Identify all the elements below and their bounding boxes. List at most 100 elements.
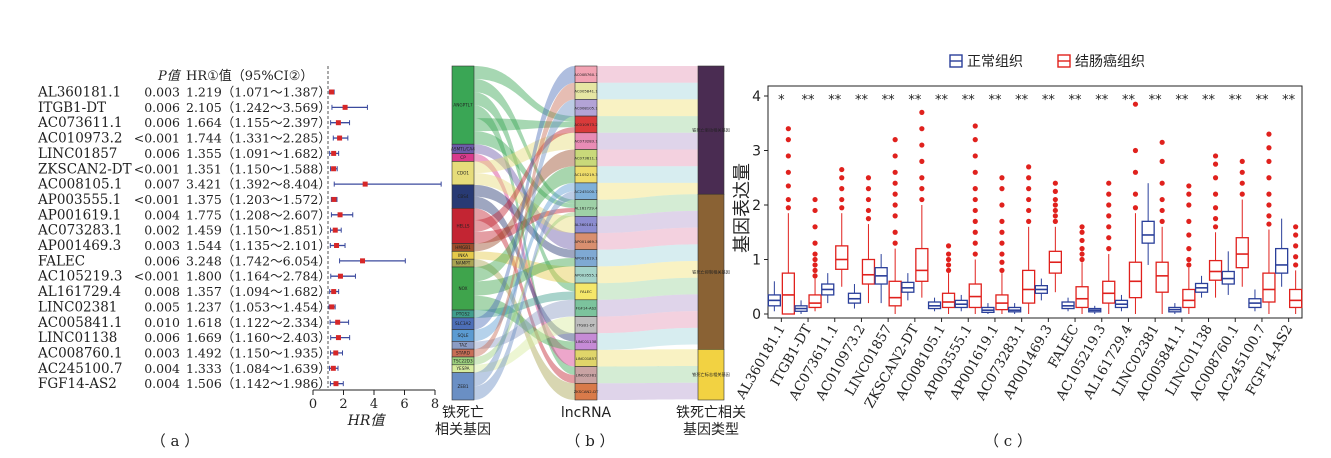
sankey-node-label: LINC01857: [576, 356, 597, 361]
hr-point: [337, 273, 343, 279]
outlier-point: [892, 240, 898, 246]
outlier-point: [919, 196, 925, 203]
sankey-flow-right: [597, 311, 698, 334]
outlier-point: [892, 202, 898, 208]
outlier-point: [812, 262, 818, 268]
outlier-point: [892, 191, 898, 197]
sankey-node-label: NOX: [458, 286, 467, 291]
outlier-point: [972, 196, 978, 203]
outlier-point: [972, 169, 978, 175]
box: [915, 247, 929, 282]
sankey-flow-left: [474, 118, 575, 132]
outlier-point: [1212, 161, 1219, 167]
outlier-point: [1079, 237, 1085, 244]
outlier-point: [1266, 158, 1272, 164]
outlier-point: [865, 175, 872, 181]
sankey-node-label: LINC01138: [576, 339, 597, 344]
outlier-point: [812, 196, 818, 203]
outlier-point: [972, 251, 978, 257]
hr-point: [337, 135, 343, 141]
p-value: 0.002: [144, 223, 180, 238]
outlier-point: [1266, 131, 1272, 137]
hr-value: 3.421（1.392～8.404）: [186, 177, 331, 192]
outlier-point: [972, 207, 978, 214]
x-tick-label: 0: [309, 397, 317, 412]
outlier-point: [999, 259, 1005, 265]
sankey-node-label: FALEC: [580, 289, 592, 294]
outlier-point: [865, 186, 872, 192]
p-value: 0.003: [144, 345, 180, 360]
outlier-point: [972, 123, 978, 129]
y-tick-label: 1: [752, 253, 761, 269]
hr-value: 1.459（1.150～1.851）: [186, 223, 331, 238]
gene-label: AP003555.1: [37, 192, 121, 208]
sankey-node-label: ZEB1: [457, 384, 468, 389]
sankey-flow-left: [474, 144, 575, 250]
hr-value: 1.333（1.084～1.639）: [186, 361, 331, 376]
sankey-node-label: AL161729.4: [575, 205, 598, 210]
sankey-flow-left: [474, 82, 575, 357]
sankey-flow-right: [597, 227, 698, 250]
significance-mark: **: [1095, 93, 1109, 108]
sankey-flow-left: [474, 131, 575, 208]
sankey-node-label: NAMPT: [456, 261, 471, 266]
sankey-flow-left: [474, 66, 575, 122]
sankey-flow-right: [597, 327, 698, 350]
outlier-point: [1052, 218, 1058, 224]
outlier-point: [785, 153, 791, 159]
box: [1075, 286, 1089, 309]
box: [1182, 288, 1196, 309]
outlier-point: [892, 153, 898, 159]
outlier-point: [1159, 207, 1165, 214]
outlier-point: [1079, 246, 1085, 252]
outlier-point: [1293, 254, 1299, 260]
sankey-node-label: 铁死亡标志相关基因: [692, 371, 730, 378]
x-tick-label: 2: [339, 397, 347, 412]
outlier-point: [1079, 256, 1085, 263]
outlier-point: [1186, 202, 1192, 208]
sankey-node-label: CDO1: [457, 171, 469, 176]
sankey-panel: ANGPTL7 ASMTL/CA4 CP CDO1 CBS4 HELLS HMGB1 INKA…: [435, 65, 746, 450]
hr-point: [362, 181, 368, 187]
box: [1022, 269, 1036, 304]
outlier-point: [1212, 205, 1219, 211]
outlier-point: [1026, 164, 1032, 170]
hr-value: 1.506（1.142～1.986）: [186, 376, 331, 391]
box: [941, 292, 956, 309]
outlier-point: [1132, 205, 1139, 211]
sankey-node-label: FGF14-AS2: [576, 306, 597, 311]
outlier-point: [1052, 180, 1058, 186]
outlier-point: [1186, 232, 1192, 238]
p-value: 0.004: [144, 376, 180, 391]
outlier-point: [1239, 180, 1245, 186]
sankey-flow-right: [597, 244, 698, 267]
box: [1208, 259, 1223, 281]
panel-label-a: （ a ）: [151, 432, 199, 450]
sankey-flow-left: [474, 149, 575, 252]
p-value: 0.003: [144, 85, 180, 100]
outlier-point: [785, 169, 791, 175]
sankey-flow-left: [474, 316, 575, 373]
gene-label: AL161729.4: [37, 284, 121, 300]
gene-label: FGF14-AS2: [38, 376, 117, 392]
outlier-point: [1293, 224, 1299, 230]
hr-point: [335, 335, 341, 341]
outlier-point: [1052, 213, 1058, 219]
hr-value: 1.219（1.071～1.387）: [186, 85, 331, 100]
p-value: <0.001: [134, 192, 180, 207]
outlier-point: [999, 240, 1005, 246]
sankey-node-label: PTGS2: [456, 311, 470, 316]
sankey-flow-left: [474, 295, 575, 350]
outlier-point: [785, 137, 791, 143]
significance-mark: **: [1175, 93, 1189, 108]
sankey-node-lncrna: [574, 382, 598, 401]
gene-label: LINC01138: [38, 330, 117, 346]
sankey-flow-right: [597, 194, 698, 217]
gene-label: AC073283.1: [37, 223, 123, 239]
gene-label: LINC02381: [38, 299, 117, 315]
hr-value: 1.357（1.094～1.682）: [186, 284, 331, 299]
significance-mark: **: [988, 93, 1002, 108]
sankey-flow-left: [474, 251, 575, 284]
gene-label: FALEC: [38, 253, 85, 269]
p-value: 0.004: [144, 207, 180, 222]
